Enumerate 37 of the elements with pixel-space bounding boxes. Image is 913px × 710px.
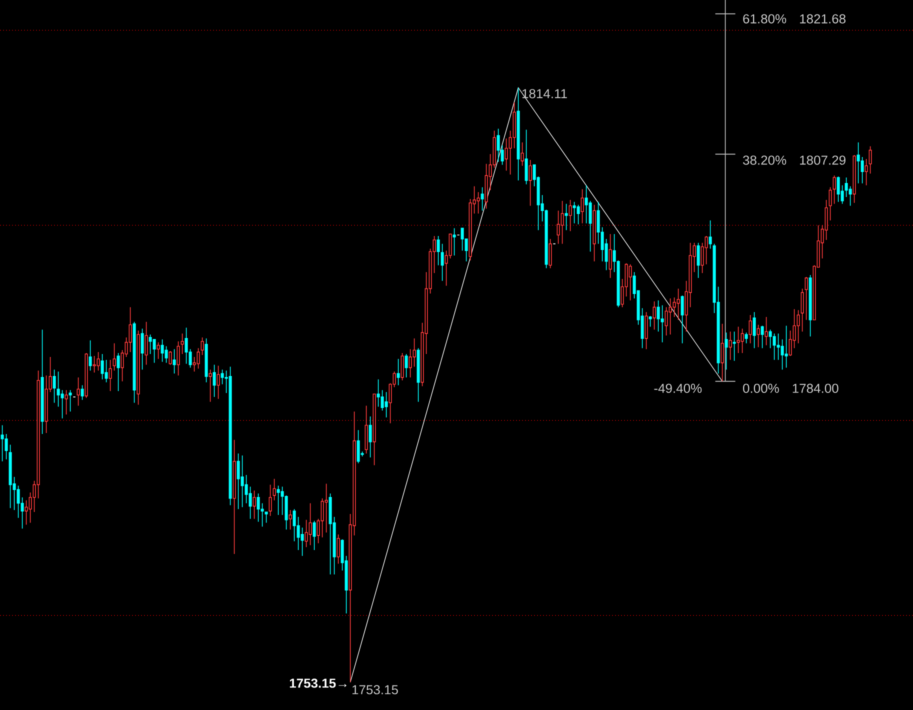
- candlestick: [412, 338, 416, 368]
- ref-line-label: 38.20% 1807.29: [743, 156, 846, 165]
- candlestick: [184, 327, 188, 364]
- candlestick: [44, 375, 48, 434]
- candlestick: [584, 184, 588, 224]
- candlestick: [720, 323, 724, 382]
- annotation: 1753.15→: [290, 678, 346, 688]
- candlestick: [676, 288, 680, 320]
- annotation: 1753.15: [352, 685, 398, 694]
- candlestick: [784, 325, 788, 368]
- candlestick: [856, 142, 860, 184]
- ref-line-label: 61.80% 1821.68: [743, 14, 846, 24]
- candlestick: [564, 203, 568, 231]
- candlestick: [232, 439, 236, 554]
- candlestick: [376, 378, 380, 408]
- candlestick: [512, 102, 516, 149]
- candlestick: [308, 502, 312, 546]
- candlestick: [128, 306, 132, 352]
- annotation: 1814.11: [522, 89, 567, 98]
- candlestick: [40, 329, 44, 434]
- candlestick: [324, 483, 328, 533]
- candlestick: [776, 333, 780, 360]
- candlestick: [76, 377, 80, 406]
- candlestick: [560, 200, 564, 244]
- candlestick: [660, 304, 664, 343]
- candlestick: [56, 371, 60, 408]
- candlestick: [144, 321, 148, 366]
- annotation: -49.40%: [654, 384, 702, 393]
- candlestick: [736, 326, 740, 354]
- candlestick: [36, 370, 40, 499]
- candlestick: [0, 424, 4, 462]
- candlestick: [504, 138, 508, 172]
- ref-line-label: 0.00% 1784.00: [743, 384, 838, 393]
- candlestick: [384, 392, 388, 418]
- candlestick: [240, 455, 244, 508]
- candlestick: [516, 87, 520, 181]
- candlestick: [732, 331, 736, 362]
